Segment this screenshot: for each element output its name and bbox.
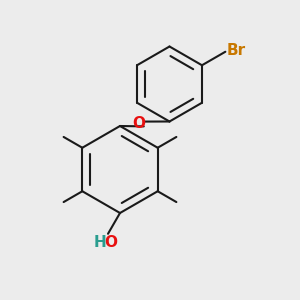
- Text: H: H: [94, 235, 107, 250]
- Text: O: O: [132, 116, 145, 131]
- Text: O: O: [104, 235, 117, 250]
- Text: Br: Br: [227, 44, 246, 58]
